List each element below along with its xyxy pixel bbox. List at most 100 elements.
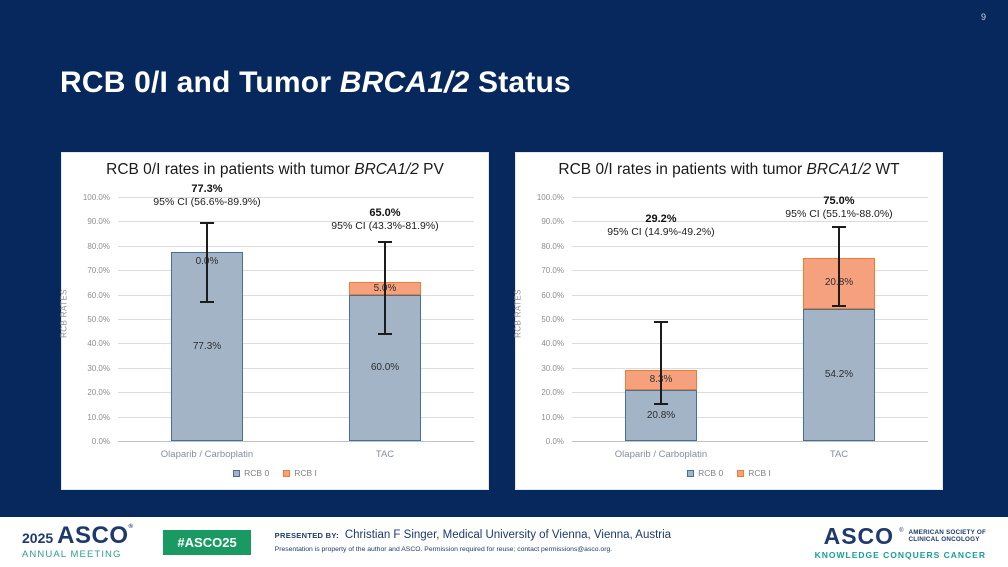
y-tick-40: 40.0% xyxy=(541,339,564,349)
error-bar-cap-bottom xyxy=(378,333,392,336)
category-label: TAC xyxy=(829,449,849,460)
segment-value-label: 20.8% xyxy=(646,409,676,421)
legend-swatch-icon xyxy=(687,469,695,477)
meeting-subtitle: ANNUAL MEETING xyxy=(22,549,122,561)
total-annotation: 77.3% 95% CI (56.6%-89.9%) xyxy=(92,183,322,209)
legend-item-rcb-i: RCB I xyxy=(737,468,771,478)
y-tick-80: 80.0% xyxy=(541,241,564,251)
gridline-60 xyxy=(572,294,928,296)
legend-item-rcb-i: RCB I xyxy=(283,468,317,478)
page-number: 9 xyxy=(980,12,986,22)
segment-value-label: 77.3% xyxy=(192,340,222,352)
chart-title-gene: BRCA1/2 xyxy=(354,161,419,178)
segment-value-label: 54.2% xyxy=(824,368,854,380)
total-value-label: 77.3% xyxy=(191,183,223,195)
gridline-70 xyxy=(118,270,474,272)
gridline-100 xyxy=(572,197,928,198)
gridline-80 xyxy=(572,245,928,247)
y-tick-0: 0.0% xyxy=(545,437,564,446)
chart-title-text: RCB 0/I rates in patients with tumor xyxy=(558,161,807,178)
total-annotation: 75.0% 95% CI (55.1%-88.0%) xyxy=(724,195,954,221)
y-tick-80: 80.0% xyxy=(87,241,110,251)
y-tick-90: 90.0% xyxy=(541,217,564,227)
y-tick-50: 50.0% xyxy=(541,315,564,324)
gridline-70 xyxy=(572,270,928,272)
error-bar-line xyxy=(660,320,662,405)
slide-title-gene: BRCA1/2 xyxy=(339,66,470,99)
asco-tagline: KNOWLEDGE CONQUERS CANCER xyxy=(814,549,986,560)
x-axis-labels: Olaparib / Carboplatin TAC xyxy=(118,449,474,460)
total-annotation: 29.2% 95% CI (14.9%-49.2%) xyxy=(546,213,776,239)
chart-title-pv: RCB 0/I rates in patients with tumor BRC… xyxy=(62,153,488,187)
y-tick-60: 60.0% xyxy=(87,290,110,300)
gridline-0 xyxy=(118,441,474,442)
y-tick-50: 50.0% xyxy=(87,315,110,324)
y-tick-60: 60.0% xyxy=(541,290,564,300)
gridline-10 xyxy=(572,416,928,418)
legend: RCB 0 RCB I xyxy=(516,468,942,478)
confidence-interval-label: 95% CI (55.1%-88.0%) xyxy=(785,208,893,220)
asco-wordmark: ASCO xyxy=(823,522,895,549)
legend-item-rcb-0: RCB 0 xyxy=(233,468,269,478)
slide-title-text: RCB 0/I and Tumor xyxy=(60,66,340,99)
y-tick-10: 10.0% xyxy=(541,412,564,422)
gridline-10 xyxy=(118,416,474,418)
total-annotation: 65.0% 95% CI (43.3%-81.9%) xyxy=(270,207,500,233)
confidence-interval-label: 95% CI (14.9%-49.2%) xyxy=(607,226,715,238)
plot-area: 20.8%8.3%29.2%95% CI (14.9%-49.2%)54.2%2… xyxy=(572,195,928,442)
error-bar-cap-bottom xyxy=(200,300,214,303)
y-tick-20: 20.0% xyxy=(87,388,110,398)
legend-swatch-icon xyxy=(283,469,291,477)
society-line1: AMERICAN SOCIETY OF xyxy=(908,528,986,536)
x-axis-labels: Olaparib / Carboplatin TAC xyxy=(572,449,928,460)
error-bar-cap-top xyxy=(654,320,668,323)
gridline-0 xyxy=(572,441,928,442)
total-value-label: 29.2% xyxy=(645,213,677,225)
gridline-30 xyxy=(572,367,928,369)
y-tick-30: 30.0% xyxy=(87,363,110,373)
y-tick-70: 70.0% xyxy=(541,266,564,276)
error-bar-cap-top xyxy=(200,221,214,224)
error-bar-line xyxy=(384,241,386,336)
hashtag-badge: #ASCO25 xyxy=(163,529,251,555)
legend-label: RCB 0 xyxy=(698,468,724,478)
legend-label: RCB 0 xyxy=(244,468,270,478)
registered-mark-icon: ® xyxy=(899,527,904,534)
y-tick-20: 20.0% xyxy=(541,388,564,398)
error-bar-line xyxy=(206,221,208,303)
chart-panel-brca-wt: RCB 0/I rates in patients with tumor BRC… xyxy=(514,152,943,490)
error-bar-cap-bottom xyxy=(654,402,668,405)
gridline-60 xyxy=(118,294,474,296)
gridline-50 xyxy=(572,319,928,320)
error-bar-line xyxy=(838,226,840,307)
chart-title-suffix: WT xyxy=(871,161,900,178)
chart-title-wt: RCB 0/I rates in patients with tumor BRC… xyxy=(516,153,942,187)
presented-by-block: PRESENTED BY: Christian F Singer, Medica… xyxy=(275,528,672,554)
gridline-20 xyxy=(118,392,474,394)
gridline-50 xyxy=(118,319,474,320)
category-label: TAC xyxy=(375,449,395,460)
chart-title-text: RCB 0/I rates in patients with tumor xyxy=(106,161,355,178)
legend-item-rcb-0: RCB 0 xyxy=(687,468,723,478)
presenter-name: Christian F Singer, Medical University o… xyxy=(344,528,672,541)
gridline-30 xyxy=(118,367,474,369)
y-tick-0: 0.0% xyxy=(91,437,110,446)
segment-value-label: 60.0% xyxy=(370,361,400,373)
chart-title-suffix: PV xyxy=(418,161,444,178)
gridline-20 xyxy=(572,392,928,394)
gridline-40 xyxy=(118,343,474,345)
category-label: Olaparib / Carboplatin xyxy=(160,449,254,460)
y-tick-40: 40.0% xyxy=(87,339,110,349)
asco-society-logo: ASCO ® AMERICAN SOCIETY OF CLINICAL ONCO… xyxy=(814,522,986,560)
y-tick-70: 70.0% xyxy=(87,266,110,276)
plot-area: 77.3%0.0%77.3%95% CI (56.6%-89.9%)60.0%5… xyxy=(118,183,474,442)
legend-label: RCB I xyxy=(294,468,317,478)
error-bar-cap-top xyxy=(832,226,846,229)
legend-swatch-icon xyxy=(737,469,745,477)
slide-title: RCB 0/I and Tumor BRCA1/2 Status xyxy=(60,66,571,100)
gridline-40 xyxy=(572,343,928,345)
legend-swatch-icon xyxy=(233,469,241,477)
plot-wrap: RCB RATES 20.8%8.3%29.2%95% CI (14.9%-49… xyxy=(514,187,942,489)
y-tick-30: 30.0% xyxy=(541,363,564,373)
y-tick-90: 90.0% xyxy=(87,217,110,227)
